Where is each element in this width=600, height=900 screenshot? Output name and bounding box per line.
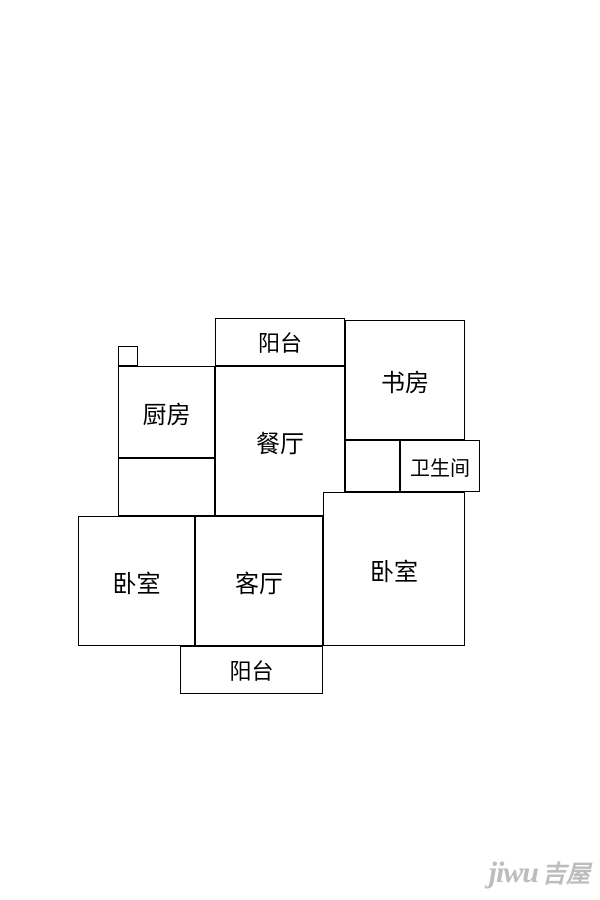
room-bedroom-right: 卧室 <box>323 492 465 646</box>
room-label-kitchen: 厨房 <box>143 395 191 430</box>
room-kitchen: 厨房 <box>118 366 215 458</box>
watermark-cn: 吉屋 <box>542 854 590 889</box>
room-balcony-bot: 阳台 <box>180 646 323 694</box>
room-bathroom: 卫生间 <box>400 440 480 492</box>
room-label-bedroom-right: 卧室 <box>370 552 418 587</box>
wall-segment-0 <box>118 346 138 366</box>
room-living: 客厅 <box>195 516 323 646</box>
wall-segment-1 <box>118 458 215 516</box>
wall-segment-2 <box>345 440 400 492</box>
watermark: jiwu 吉屋 <box>489 854 590 890</box>
room-label-bedroom-left: 卧室 <box>113 564 161 599</box>
room-label-bathroom: 卫生间 <box>410 452 470 481</box>
room-study: 书房 <box>345 320 465 440</box>
room-label-balcony-top: 阳台 <box>258 326 302 358</box>
room-label-living: 客厅 <box>235 564 283 599</box>
room-balcony-top: 阳台 <box>215 318 345 366</box>
watermark-en: jiwu <box>489 856 538 890</box>
room-bedroom-left: 卧室 <box>78 516 195 646</box>
room-label-balcony-bot: 阳台 <box>229 654 273 686</box>
room-label-study: 书房 <box>381 363 429 398</box>
room-label-dining: 餐厅 <box>256 424 304 459</box>
